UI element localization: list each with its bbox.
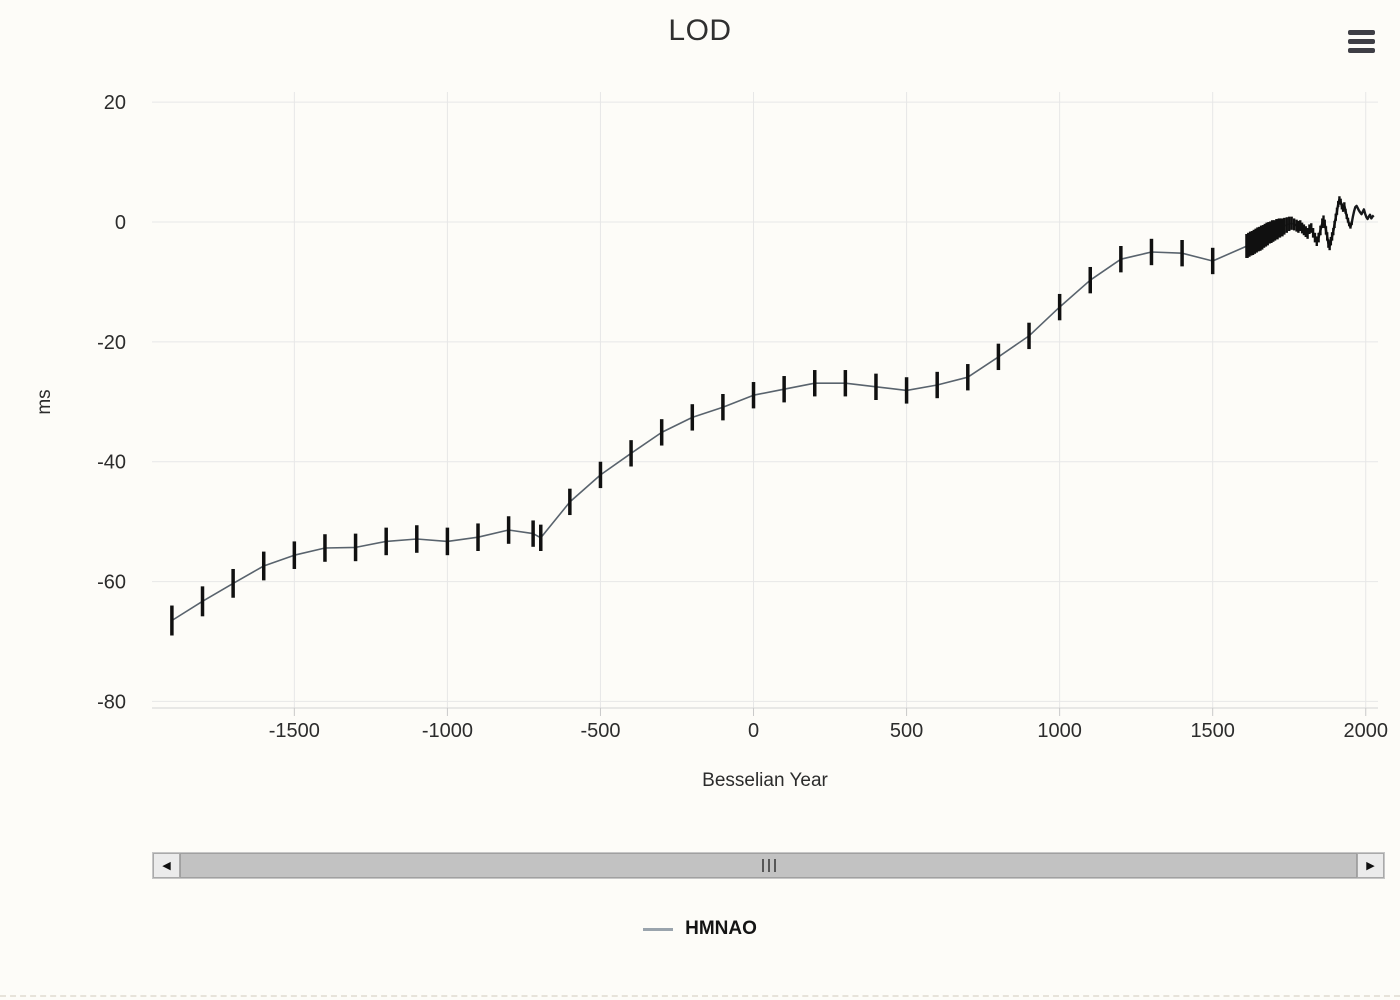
right-arrow-icon: ▶ <box>1366 860 1375 872</box>
legend-item-hmnao[interactable]: HMNAO <box>643 918 757 940</box>
svg-text:-20: -20 <box>97 332 126 354</box>
x-axis <box>152 707 1378 716</box>
svg-text:0: 0 <box>115 212 126 234</box>
svg-text:-500: -500 <box>580 720 620 742</box>
svg-text:-80: -80 <box>97 691 126 713</box>
svg-text:-1000: -1000 <box>422 720 473 742</box>
y-axis-title: ms <box>34 389 55 414</box>
svg-text:500: 500 <box>890 720 923 742</box>
legend-label: HMNAO <box>685 918 757 939</box>
legend-line-swatch <box>643 927 674 931</box>
svg-text:1500: 1500 <box>1190 720 1235 742</box>
gridlines <box>152 92 1378 708</box>
svg-text:0: 0 <box>748 720 759 742</box>
scrollbar-right-arrow-button[interactable]: ▶ <box>1357 853 1384 878</box>
chart-legend: HMNAO <box>0 918 1400 940</box>
svg-text:-1500: -1500 <box>269 720 320 742</box>
x-axis-title: Besselian Year <box>702 770 828 791</box>
scrollbar-thumb[interactable] <box>180 853 1357 878</box>
scrollbar-grip-icon <box>761 859 764 872</box>
svg-text:-60: -60 <box>97 572 126 594</box>
x-axis-scrollbar[interactable]: ◀ ▶ <box>152 852 1385 879</box>
left-arrow-icon: ◀ <box>162 860 171 872</box>
hamburger-icon <box>1348 30 1375 35</box>
error-bars <box>170 196 1353 636</box>
scrollbar-left-arrow-button[interactable]: ◀ <box>153 853 180 878</box>
lod-chart-plot: 20 0 -20 -40 -60 -80 -1500 -1000 -500 0 500 1000 150… <box>34 92 1388 791</box>
hamburger-menu-button[interactable] <box>1348 30 1375 53</box>
chart-title: LOD <box>668 14 732 47</box>
hmnao-series-line <box>171 198 1375 622</box>
svg-text:2000: 2000 <box>1344 720 1389 742</box>
svg-text:-40: -40 <box>97 452 126 474</box>
bottom-dashed-divider <box>0 995 1400 997</box>
svg-text:20: 20 <box>104 92 126 114</box>
axis-labels: 20 0 -20 -40 -60 -80 -1500 -1000 -500 0 500 1000 150… <box>97 92 1388 742</box>
svg-text:1000: 1000 <box>1037 720 1082 742</box>
